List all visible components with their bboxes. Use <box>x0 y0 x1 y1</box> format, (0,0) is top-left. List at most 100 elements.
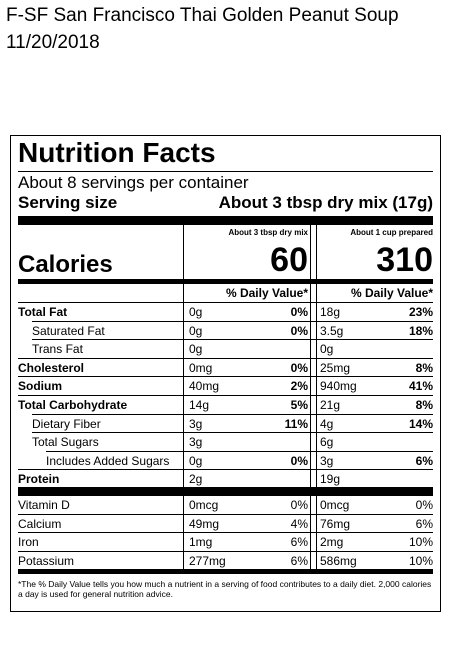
amount: 0g <box>189 305 203 319</box>
column-header: About 3 tbsp dry mix <box>228 228 308 237</box>
amount: 40mg <box>189 379 220 394</box>
column-line <box>316 225 317 569</box>
amount: 1mg <box>189 535 213 550</box>
header-title: F-SF San Francisco Thai Golden Peanut So… <box>6 5 399 26</box>
daily-value: 11% <box>284 416 308 431</box>
nutrient-name: Total Carbohydrate <box>18 398 128 412</box>
nutrient-name: Total Fat <box>18 305 68 319</box>
daily-value: 6% <box>415 516 433 531</box>
daily-value: 6% <box>290 553 308 568</box>
row-rule <box>18 376 433 378</box>
dv-header: % Daily Value* <box>225 286 308 300</box>
amount: 21g <box>320 398 341 412</box>
nutrient-name: Sodium <box>18 379 62 394</box>
amount: 0mg <box>189 360 213 375</box>
medium-rule <box>18 569 433 574</box>
amount: 2mg <box>320 535 344 550</box>
amount: 3g <box>320 453 334 468</box>
daily-value: 8% <box>415 360 433 375</box>
row-rule <box>18 469 433 471</box>
serving-size-label: Serving size <box>18 193 118 212</box>
footnote: *The % Daily Value tells you how much a … <box>18 579 432 600</box>
amount: 0g <box>320 342 334 357</box>
calories-value: 60 <box>270 241 308 279</box>
daily-value: 23% <box>408 305 433 319</box>
row-rule <box>32 320 433 322</box>
daily-value: 6% <box>415 453 433 468</box>
nutrient-name: Protein <box>18 472 60 487</box>
calories-value: 310 <box>376 241 433 279</box>
nutrition-label <box>10 135 441 612</box>
row-rule <box>18 550 433 552</box>
amount: 940mg <box>320 379 357 394</box>
column-header: About 1 cup prepared <box>350 228 433 237</box>
column-line <box>183 225 184 569</box>
nutrient-name: Potassium <box>18 553 75 568</box>
daily-value: 6% <box>290 535 308 550</box>
row-rule <box>32 432 433 434</box>
amount: 0g <box>189 323 203 338</box>
nutrient-name: Dietary Fiber <box>32 416 101 431</box>
daily-value: 10% <box>408 553 433 568</box>
daily-value: 0% <box>290 305 308 319</box>
amount: 14g <box>189 398 210 412</box>
amount: 0g <box>189 342 203 357</box>
daily-value: 10% <box>408 535 433 550</box>
nutrient-name: Vitamin D <box>18 498 70 512</box>
amount: 277mg <box>189 553 226 568</box>
rule <box>18 171 433 172</box>
header-date: 11/20/2018 <box>6 32 100 53</box>
amount: 3g <box>189 435 203 450</box>
row-rule <box>18 302 433 303</box>
amount: 3g <box>189 416 203 431</box>
amount: 4g <box>320 416 334 431</box>
daily-value: 0% <box>290 498 308 512</box>
nutrient-name: Cholesterol <box>18 360 85 375</box>
daily-value: 14% <box>408 416 433 431</box>
daily-value: 4% <box>290 516 308 531</box>
amount: 3.5g <box>320 323 344 338</box>
amount: 0g <box>189 453 203 468</box>
amount: 19g <box>320 472 341 487</box>
row-rule <box>32 413 433 415</box>
nutrient-name: Total Sugars <box>32 435 99 450</box>
row-rule <box>18 513 433 515</box>
daily-value: 2% <box>290 379 308 394</box>
nutrient-name: Calcium <box>18 516 62 531</box>
amount: 25mg <box>320 360 351 375</box>
amount: 2g <box>189 472 203 487</box>
daily-value: 41% <box>408 379 433 394</box>
nutrient-name: Saturated Fat <box>32 323 105 338</box>
daily-value: 0% <box>290 453 308 468</box>
daily-value: 5% <box>290 398 308 412</box>
daily-value: 0% <box>415 498 433 512</box>
daily-value: 0% <box>290 360 308 375</box>
nutrient-name: Iron <box>18 535 39 550</box>
daily-value: 8% <box>415 398 433 412</box>
nutrient-name: Includes Added Sugars <box>46 453 170 468</box>
amount: 586mg <box>320 553 357 568</box>
row-rule <box>18 395 433 396</box>
amount: 76mg <box>320 516 351 531</box>
row-rule <box>32 339 433 341</box>
row-rule <box>18 532 433 534</box>
label-title: Nutrition Facts <box>18 137 216 168</box>
amount: 0mcg <box>189 498 219 512</box>
calories-label: Calories <box>18 251 113 278</box>
row-rule <box>18 495 433 496</box>
amount: 0mcg <box>320 498 350 512</box>
amount: 18g <box>320 305 341 319</box>
daily-value: 0% <box>290 323 308 338</box>
servings: About 8 servings per container <box>18 173 249 192</box>
thick-rule <box>18 487 433 495</box>
column-line <box>310 225 311 569</box>
amount: 49mg <box>189 516 220 531</box>
amount: 6g <box>320 435 334 450</box>
medium-rule <box>18 279 433 284</box>
daily-value: 18% <box>408 323 433 338</box>
dv-header: % Daily Value* <box>350 286 433 300</box>
serving-size: About 3 tbsp dry mix (17g) <box>218 193 433 212</box>
nutrient-name: Trans Fat <box>32 342 83 357</box>
